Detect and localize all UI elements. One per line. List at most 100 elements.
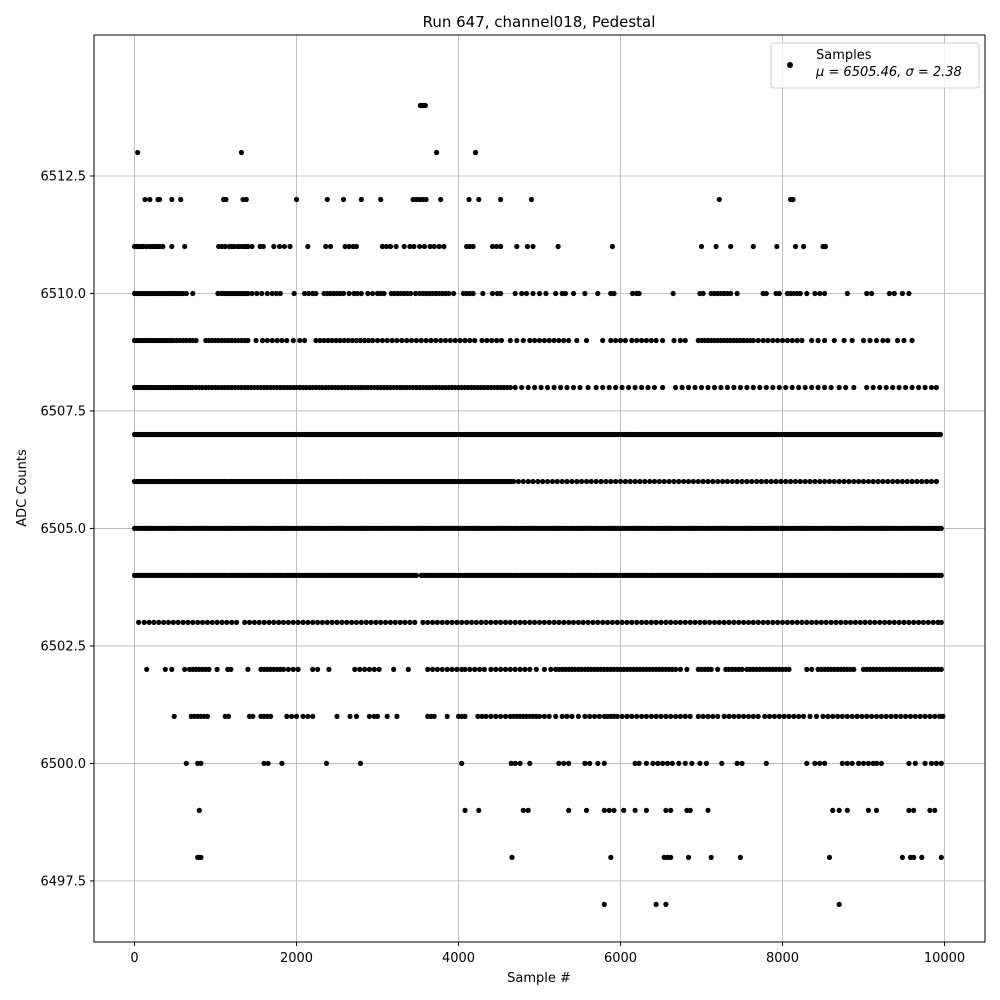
data-point (178, 196, 184, 203)
data-point (687, 713, 693, 720)
x-tick-label: 10000 (924, 951, 965, 966)
data-point (687, 619, 693, 626)
data-point (507, 666, 513, 673)
data-point (856, 478, 862, 485)
data-point (520, 337, 526, 344)
plot-frame (93, 34, 986, 943)
data-point (647, 478, 653, 485)
data-point (242, 619, 248, 626)
data-point (494, 337, 500, 344)
data-point (394, 337, 400, 344)
data-point (763, 478, 769, 485)
data-point (551, 619, 557, 626)
data-point (643, 337, 650, 344)
data-point (566, 619, 572, 626)
data-point (182, 243, 188, 250)
data-point (766, 713, 773, 720)
data-point (601, 760, 607, 767)
data-point (276, 243, 283, 250)
data-point (687, 807, 693, 814)
data-point (930, 619, 936, 626)
data-point (749, 478, 755, 485)
data-point (807, 478, 813, 485)
data-point (470, 290, 476, 297)
data-point (214, 619, 220, 626)
data-point (374, 713, 381, 720)
data-point (574, 478, 580, 485)
data-point (447, 337, 453, 344)
data-point (502, 713, 509, 720)
data-point (462, 713, 468, 720)
data-point (536, 619, 543, 626)
data-point (284, 337, 290, 344)
data-point (363, 619, 369, 626)
data-point (938, 666, 944, 673)
data-point (587, 713, 593, 720)
data-point (391, 666, 397, 673)
data-point (634, 337, 640, 344)
data-point (543, 290, 549, 297)
data-point (357, 666, 363, 673)
data-point (658, 713, 664, 720)
data-point (340, 196, 347, 203)
y-tick-label: 6502.5 (41, 639, 87, 654)
data-point (613, 478, 619, 485)
data-point (938, 525, 944, 532)
data-point (344, 619, 350, 626)
data-point (527, 760, 533, 767)
x-tick-label: 0 (130, 951, 138, 966)
data-point (642, 478, 648, 485)
data-point (383, 243, 389, 250)
data-point (290, 619, 296, 626)
data-point (479, 713, 485, 720)
data-point (804, 760, 810, 767)
data-point (862, 619, 868, 626)
data-point (582, 760, 588, 767)
x-tick-label: 2000 (280, 951, 313, 966)
data-point (904, 478, 910, 485)
data-point (822, 760, 828, 767)
data-point (847, 619, 854, 626)
data-point (750, 384, 756, 391)
data-point (629, 337, 635, 344)
data-point (354, 290, 360, 297)
data-point (441, 243, 447, 250)
data-point (464, 619, 470, 626)
data-point (600, 619, 606, 626)
data-point (434, 619, 440, 626)
data-point (224, 619, 230, 626)
data-point (512, 760, 518, 767)
data-point (697, 760, 703, 767)
data-point (269, 290, 275, 297)
data-point (146, 619, 152, 626)
data-point (860, 760, 867, 767)
data-point (470, 243, 476, 250)
data-point (277, 290, 283, 297)
data-point (324, 196, 330, 203)
data-point (794, 619, 800, 626)
data-point (817, 478, 823, 485)
data-point (831, 478, 837, 485)
data-point (536, 337, 543, 344)
data-point (632, 760, 638, 767)
data-point (864, 713, 870, 720)
data-point (515, 478, 522, 485)
data-point (512, 666, 518, 673)
data-point (790, 196, 796, 203)
data-point (833, 619, 839, 626)
data-point (920, 619, 927, 626)
data-point (755, 713, 761, 720)
data-point (912, 760, 918, 767)
data-point (799, 337, 805, 344)
data-point (472, 337, 478, 344)
data-point (721, 619, 727, 626)
data-point (762, 713, 768, 720)
data-point (387, 243, 394, 250)
data-point (632, 807, 638, 814)
data-point (285, 619, 291, 626)
data-point (865, 760, 872, 767)
data-point (896, 619, 902, 626)
data-point (569, 478, 575, 485)
data-point (682, 713, 688, 720)
